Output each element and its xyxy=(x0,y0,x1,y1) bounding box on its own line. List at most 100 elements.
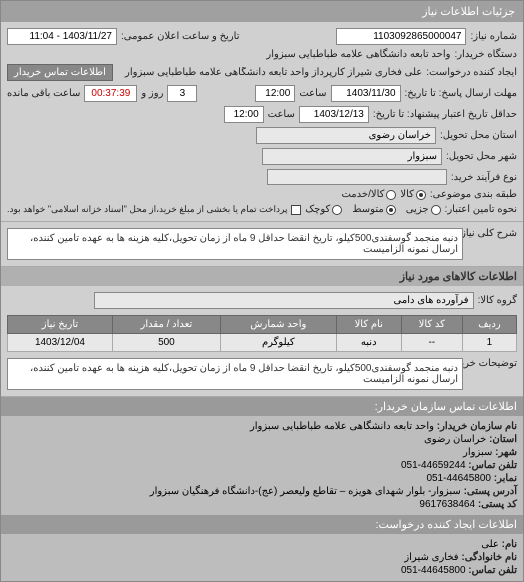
goods-table: ردیف کد کالا نام کالا واحد شمارش تعداد /… xyxy=(7,315,517,352)
radio-large[interactable]: کوچک xyxy=(305,204,342,215)
buyer-value: واحد تابعه دانشگاهی علامه طباطبایی سبزوا… xyxy=(266,49,450,60)
validity-label: حداقل تاریخ اعتبار پیشنهاد: تا تاریخ: xyxy=(373,109,517,120)
org-city-label: شهر: xyxy=(495,447,517,458)
buyer-notes-label: توضیحات خریدار: xyxy=(467,358,517,369)
org-address-label: آدرس پستی: xyxy=(464,486,517,497)
td-date: 1403/12/04 xyxy=(8,334,113,352)
city-field: سبزوار xyxy=(262,148,442,165)
requester-label: ایجاد کننده درخواست: xyxy=(426,67,517,78)
radio-goods-circle xyxy=(416,190,426,200)
radio-goods-label: کالا xyxy=(400,189,414,200)
countdown-timer: 00:37:39 xyxy=(84,85,137,102)
date-label: تاریخ و ساعت اعلان عمومی: xyxy=(121,31,240,42)
org-province-row: استان: خراسان رضوی xyxy=(7,433,517,446)
payment-checkbox[interactable] xyxy=(291,205,301,215)
org-postal-row: کد پستی: 9617638464 xyxy=(7,498,517,511)
th-name: نام کالا xyxy=(336,316,401,334)
td-qty: 500 xyxy=(112,334,220,352)
org-city-value: سبزوار xyxy=(463,447,492,458)
creator-family-row: نام خانوادگی: فخاری شیراز xyxy=(7,551,517,564)
saat1-label: ساعت xyxy=(299,88,326,99)
org-fax-row: نمابر: 44645800-051 xyxy=(7,472,517,485)
org-city-row: شهر: سبزوار xyxy=(7,446,517,459)
city-label: شهر محل تحویل: xyxy=(446,151,517,162)
td-unit: کیلوگرم xyxy=(220,334,336,352)
org-name-label: نام سازمان خریدار: xyxy=(437,421,517,432)
org-province-value: خراسان رضوی xyxy=(424,434,486,445)
deadline-send-label: مهلت ارسال پاسخ: تا تاریخ: xyxy=(405,88,517,99)
goods-section-title: اطلاعات کالاهای مورد نیاز xyxy=(1,267,523,286)
contact-org-header: اطلاعات تماس سازمان خریدار: xyxy=(1,397,523,416)
radio-large-circle xyxy=(332,205,342,215)
radio-large-label: کوچک xyxy=(305,204,330,215)
creator-name-label: نام: xyxy=(502,539,517,550)
days-left: 3 xyxy=(167,85,197,102)
td-index: 1 xyxy=(462,334,516,352)
buyer-notes-text: دنبه منجمد گوسفندی500کیلو، تاریخ انقضا ح… xyxy=(7,358,463,390)
org-phone-label: تلفن تماس: xyxy=(468,460,517,471)
creator-family-value: فخاری شیراز xyxy=(404,552,458,563)
saat2-label: ساعت xyxy=(268,109,295,120)
org-fax-value: 44645800-051 xyxy=(426,473,491,484)
org-postal-label: کد پستی: xyxy=(478,499,517,510)
radio-small-circle xyxy=(431,205,441,215)
radio-medium[interactable]: متوسط xyxy=(352,204,395,215)
org-fax-label: نمابر: xyxy=(494,473,517,484)
buyer-label: دستگاه خریدار: xyxy=(454,49,517,60)
th-index: ردیف xyxy=(462,316,516,334)
creator-name-value: علی xyxy=(481,539,499,550)
supply-label: نحوه تامین اعتبار: xyxy=(445,204,517,215)
table-row: 1 -- دنبه کیلوگرم 500 1403/12/04 xyxy=(8,334,517,352)
th-unit: واحد شمارش xyxy=(220,316,336,334)
validity-time: 12:00 xyxy=(224,106,264,123)
deadline-send-time: 12:00 xyxy=(255,85,295,102)
contact-creator-header: اطلاعات ایجاد کننده درخواست: xyxy=(1,515,523,534)
group-field: فرآورده های دامی xyxy=(94,292,474,309)
td-itemname: دنبه xyxy=(336,334,401,352)
header-title: جزئیات اطلاعات نیاز xyxy=(422,6,515,18)
days-label: روز و xyxy=(141,88,163,99)
org-name-value: واحد تابعه دانشگاهی علامه طباطبایی سبزوا… xyxy=(250,421,434,432)
date-field: 1403/11/27 - 11:04 xyxy=(7,28,117,45)
process-label: نوع فرآیند خرید: xyxy=(451,172,517,183)
classification-label: طبقه بندی موضوعی: xyxy=(430,189,517,200)
deadline-send-date: 1403/11/30 xyxy=(331,85,401,102)
radio-service[interactable]: کالا/خدمت xyxy=(341,189,396,200)
province-label: استان محل تحویل: xyxy=(440,130,517,141)
org-name-row: نام سازمان خریدار: واحد تابعه دانشگاهی ع… xyxy=(7,420,517,433)
org-address-row: آدرس پستی: سبزوار- بلوار شهدای هویزه – ت… xyxy=(7,485,517,498)
requester-value: علی فخاری شیراز کارپرداز واحد تابعه دانش… xyxy=(117,67,422,78)
creator-phone-label: تلفن تماس: xyxy=(468,565,517,576)
org-phone-value: 44659244-051 xyxy=(401,460,466,471)
radio-small[interactable]: جزیی xyxy=(406,204,441,215)
th-code: کد کالا xyxy=(401,316,462,334)
validity-date: 1403/12/13 xyxy=(299,106,369,123)
req-number-field: 1103092865000047 xyxy=(336,28,466,45)
org-address-value: سبزوار- بلوار شهدای هویزه – تقاطع ولیعصر… xyxy=(150,486,461,497)
group-label: گروه کالا: xyxy=(478,295,517,306)
radio-small-label: جزیی xyxy=(406,204,429,215)
org-province-label: استان: xyxy=(489,434,517,445)
radio-goods[interactable]: کالا xyxy=(400,189,426,200)
radio-service-circle xyxy=(386,190,396,200)
radio-medium-label: متوسط xyxy=(352,204,383,215)
creator-name-row: نام: علی xyxy=(7,538,517,551)
page-header: جزئیات اطلاعات نیاز xyxy=(1,1,523,22)
radio-service-label: کالا/خدمت xyxy=(341,189,384,200)
payment-note: پرداخت تمام یا بخشی از مبلغ خرید،از محل … xyxy=(7,204,287,215)
desc-text: دنبه منجمد گوسفندی500کیلو، تاریخ انقضا ح… xyxy=(7,228,463,260)
desc-label: شرح کلی نیاز: xyxy=(467,228,517,239)
org-phone-row: تلفن تماس: 44659244-051 xyxy=(7,459,517,472)
req-number-label: شماره نیاز: xyxy=(470,31,517,42)
org-postal-value: 9617638464 xyxy=(419,499,475,510)
creator-family-label: نام خانوادگی: xyxy=(461,552,517,563)
creator-phone-value: 44645800-051 xyxy=(401,565,466,576)
td-code: -- xyxy=(401,334,462,352)
th-date: تاریخ نیاز xyxy=(8,316,113,334)
process-field xyxy=(267,169,447,185)
contact-info-button[interactable]: اطلاعات تماس خریدار xyxy=(7,64,113,81)
creator-phone-row: تلفن تماس: 44645800-051 xyxy=(7,564,517,577)
th-qty: تعداد / مقدار xyxy=(112,316,220,334)
radio-medium-circle xyxy=(386,205,396,215)
province-field: خراسان رضوی xyxy=(256,127,436,144)
